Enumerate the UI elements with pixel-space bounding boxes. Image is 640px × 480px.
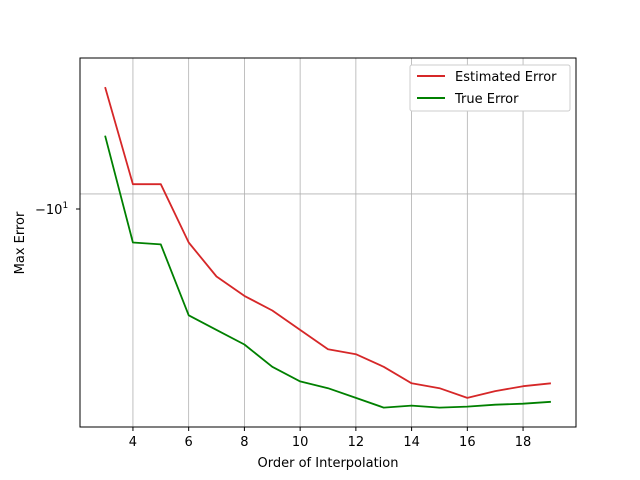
- x-tick-label: 6: [185, 435, 193, 450]
- x-tick-label: 12: [348, 435, 365, 450]
- estimated-error-line: [104, 86, 551, 399]
- x-tick-label: 14: [403, 435, 420, 450]
- legend: Estimated Error True Error: [409, 64, 571, 112]
- legend-label-true: True Error: [454, 92, 519, 107]
- y-axis-label: Max Error: [13, 211, 28, 274]
- x-tick-label: 16: [459, 435, 476, 450]
- x-tick-label: 8: [240, 435, 248, 450]
- x-tick-label: 10: [292, 435, 309, 450]
- x-axis-label: Order of Interpolation: [258, 456, 399, 471]
- plot-background: [80, 58, 576, 427]
- y-tick-exponent: 1: [62, 201, 68, 211]
- grid: [80, 58, 576, 427]
- y-ticks: −101: [35, 201, 80, 218]
- series-lines: [104, 86, 551, 409]
- x-tick-label: 18: [515, 435, 532, 450]
- y-tick-label: −101: [35, 201, 68, 218]
- legend-box: [409, 64, 571, 112]
- x-ticks: 4 6 8 10 12 14 16 18: [129, 427, 532, 450]
- x-tick-label: 4: [129, 435, 137, 450]
- true-error-line: [104, 135, 551, 409]
- plot-frame: [79, 57, 577, 428]
- legend-label-estimated: Estimated Error: [455, 70, 557, 85]
